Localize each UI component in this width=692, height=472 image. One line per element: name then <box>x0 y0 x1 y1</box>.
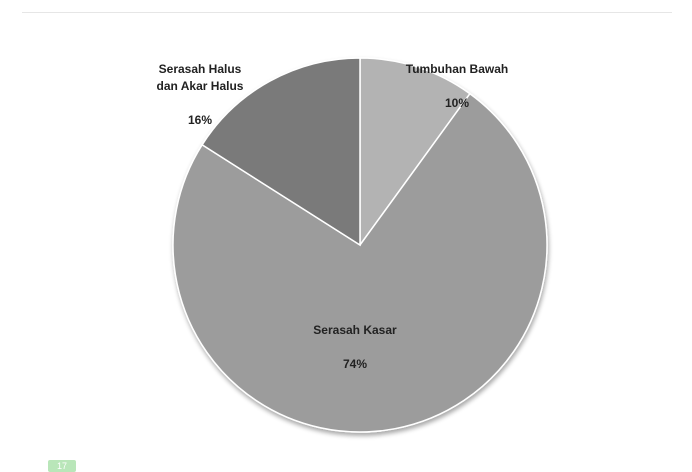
slice-percent: 16% <box>187 113 213 127</box>
pie-slice-0 <box>359 57 471 248</box>
slice-label-tumbuhan-bawah: Tumbuhan Bawah 10% <box>372 44 542 129</box>
slice-name: Serasah Kasar <box>313 323 397 337</box>
slice-label-serasah-kasar: Serasah Kasar 74% <box>270 305 440 390</box>
pie-slice-2 <box>201 57 361 247</box>
slice-percent: 74% <box>342 357 368 371</box>
page-number-badge: 17 <box>48 460 76 472</box>
slice-name: Serasah Halus dan Akar Halus <box>156 62 244 93</box>
slice-percent: 10% <box>444 96 470 110</box>
pie-slice-1 <box>172 92 548 433</box>
slice-label-serasah-halus: Serasah Halus dan Akar Halus 16% <box>120 44 280 146</box>
pie-slices <box>172 57 548 433</box>
slice-name: Tumbuhan Bawah <box>405 62 509 76</box>
top-divider <box>22 12 672 13</box>
